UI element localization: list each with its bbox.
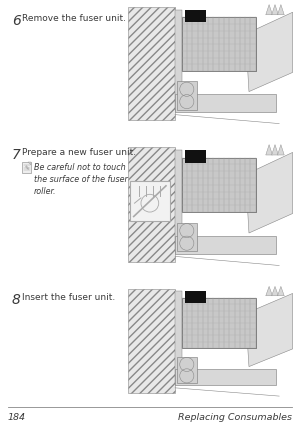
Polygon shape [246,13,292,92]
Bar [177,223,197,252]
Polygon shape [246,294,292,367]
Polygon shape [266,287,272,296]
Bar [175,291,182,383]
Text: ✎: ✎ [24,166,29,170]
Polygon shape [246,153,292,233]
Text: Replacing Consumables: Replacing Consumables [178,412,292,421]
Text: 8: 8 [12,292,21,306]
Bar [128,148,175,262]
Bar [185,11,206,23]
Bar [130,181,170,222]
Polygon shape [266,6,272,16]
Text: Insert the fuser unit.: Insert the fuser unit. [22,292,115,301]
Polygon shape [272,287,278,296]
Text: Be careful not to touch
the surface of the fuser
roller.: Be careful not to touch the surface of t… [34,163,128,195]
Bar [128,289,175,393]
Bar [175,95,276,113]
Text: 184: 184 [8,412,26,421]
Bar [185,150,206,164]
Text: Prepare a new fuser unit.: Prepare a new fuser unit. [22,148,136,157]
Bar [175,236,276,254]
Bar [22,163,31,173]
Bar [177,357,197,383]
Polygon shape [278,6,284,16]
Polygon shape [278,145,284,155]
Bar [182,158,256,213]
Bar [185,291,206,303]
Bar [128,284,296,402]
Text: 6: 6 [12,14,21,28]
Bar [128,143,296,272]
Bar [128,8,175,121]
Bar [175,150,182,252]
Bar [182,299,256,348]
Text: Remove the fuser unit.: Remove the fuser unit. [22,14,126,23]
Bar [128,3,296,131]
Polygon shape [278,287,284,296]
Bar [175,369,276,386]
Polygon shape [272,6,278,16]
Text: 7: 7 [12,148,21,161]
Bar [177,82,197,110]
Polygon shape [28,163,31,166]
Polygon shape [266,145,272,155]
Polygon shape [272,145,278,155]
Bar [182,18,256,72]
Bar [175,11,182,110]
